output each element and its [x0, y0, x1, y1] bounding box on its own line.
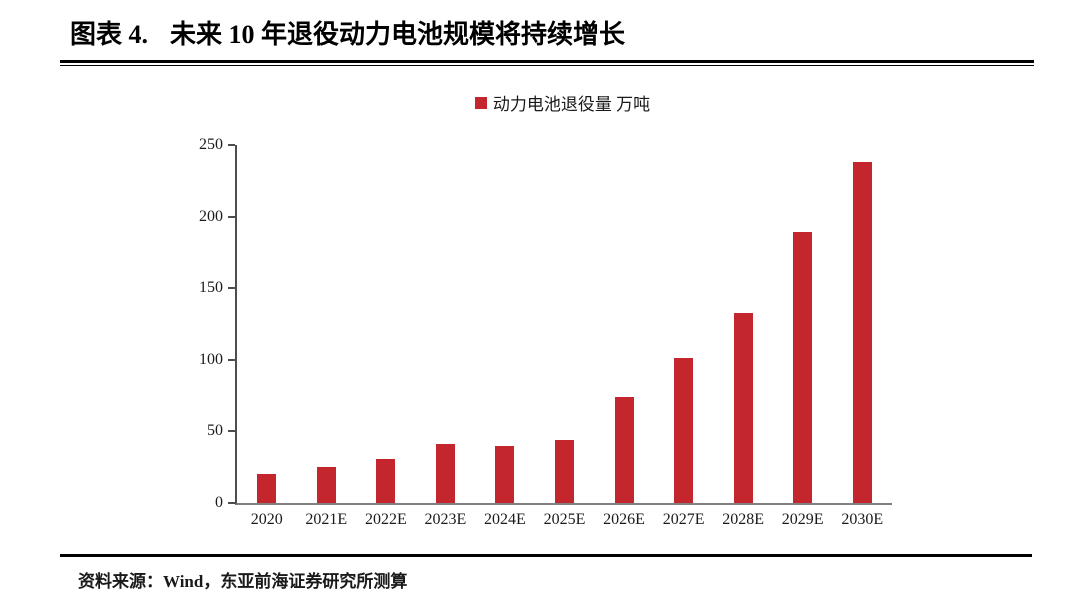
figure-header: 图表 4. 未来 10 年退役动力电池规模将持续增长: [60, 18, 1034, 66]
bar-2021E: [316, 467, 336, 503]
bar-2026E: [614, 397, 634, 503]
source-note: 资料来源：Wind，东亚前海证券研究所测算: [78, 572, 408, 591]
y-axis-label: 250: [199, 136, 223, 153]
figure-title: 图表 4. 未来 10 年退役动力电池规模将持续增长: [60, 18, 1034, 52]
bar-2023E: [435, 444, 455, 503]
figure-footer: 资料来源：Wind，东亚前海证券研究所测算: [60, 554, 1032, 592]
chart-legend: 动力电池退役量 万吨: [235, 90, 890, 115]
y-axis-label: 150: [199, 279, 223, 297]
bar-2024E: [495, 445, 515, 503]
x-axis-label: 2026E: [603, 511, 645, 528]
bar-2022E: [376, 458, 396, 503]
x-axis-label: 2022E: [364, 511, 407, 528]
footer-divider: [60, 554, 1032, 557]
x-axis-label: 2025E: [543, 511, 586, 528]
bar-2025E: [555, 440, 574, 503]
y-axis-label: 50: [207, 422, 223, 440]
y-axis-label: 200: [199, 207, 223, 225]
y-axis-label: 100: [199, 350, 223, 368]
y-axis-tick: [228, 144, 235, 146]
bar-2027E: [674, 358, 694, 503]
y-axis-tick: [228, 502, 235, 504]
title-divider: [60, 60, 1034, 66]
x-axis-label: 2021E: [305, 511, 348, 528]
x-axis-label: 2023E: [424, 511, 467, 528]
x-axis-label: 2027E: [662, 511, 705, 528]
x-axis-label: 2028E: [722, 511, 765, 528]
y-axis-label: 0: [215, 494, 223, 511]
y-axis-tick: [228, 358, 235, 361]
bar-2030E: [852, 162, 872, 503]
x-axis-label: 2020: [250, 511, 283, 528]
figure-number-label: 图表 4.: [70, 20, 149, 49]
legend-label: 动力电池退役量 万吨: [492, 95, 651, 114]
bar-2028E: [733, 312, 753, 503]
y-axis-tick: [228, 430, 235, 433]
x-axis-label: 2030E: [841, 511, 884, 528]
bar-2020: [257, 474, 277, 503]
plot-area: 0 50 100 150 200 250 2020 2021E 2022E 2023E 2024E 2…: [199, 136, 892, 528]
bar-2029E: [793, 232, 813, 503]
y-axis-tick: [228, 215, 235, 218]
y-axis-tick: [228, 287, 235, 290]
x-axis-label: 2029E: [781, 511, 824, 528]
legend-square-icon: [474, 96, 487, 109]
figure-title-text: 未来 10 年退役动力电池规模将持续增长: [170, 20, 626, 49]
x-axis-label: 2024E: [484, 511, 526, 528]
